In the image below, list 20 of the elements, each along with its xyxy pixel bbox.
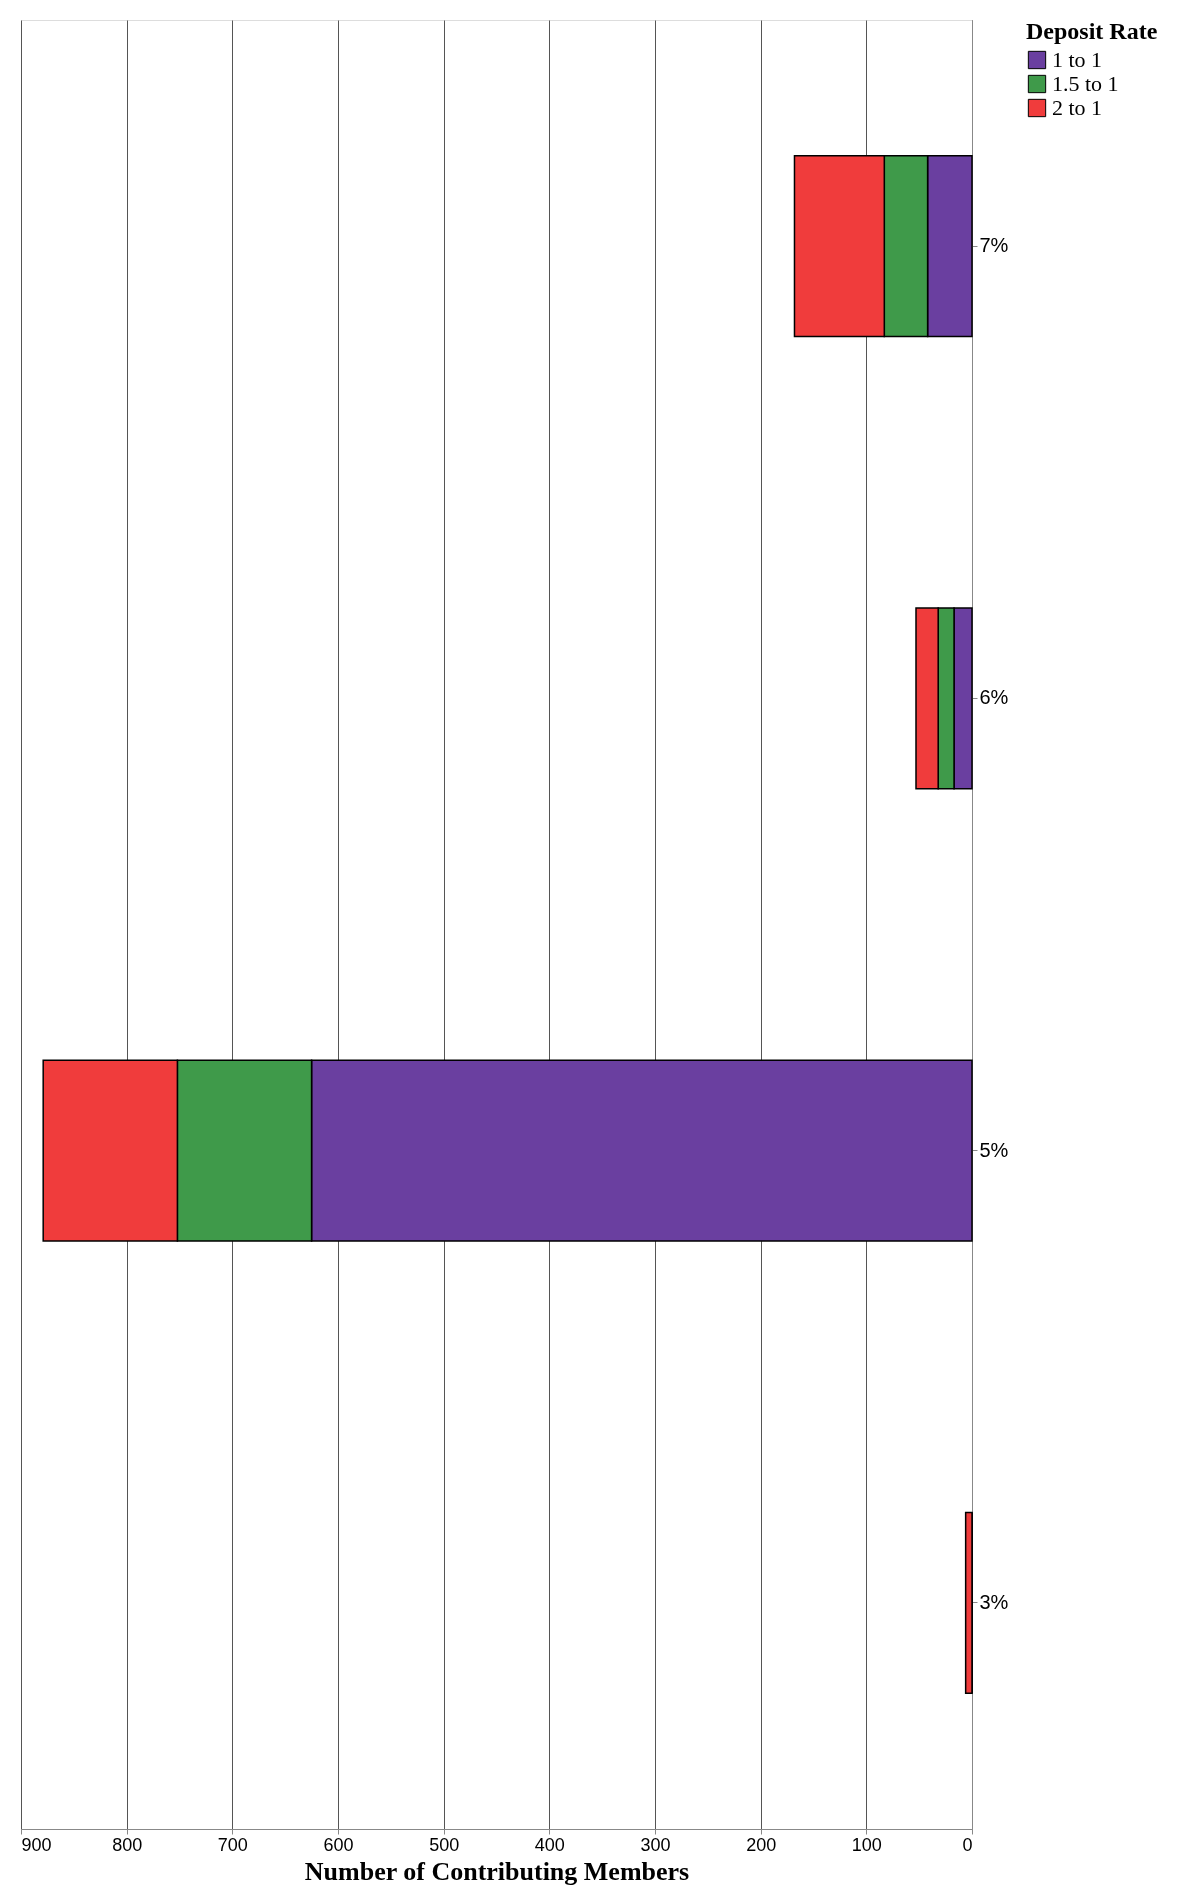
legend-title: Deposit Rate bbox=[1026, 18, 1158, 44]
x-tick-label: 700 bbox=[217, 1834, 248, 1855]
x-tick-label: 900 bbox=[21, 1834, 52, 1855]
y-tick-label: 7% bbox=[979, 234, 1009, 257]
x-tick-label: 200 bbox=[746, 1834, 777, 1855]
legend-label: 1 to 1 bbox=[1052, 47, 1103, 72]
x-tick-label: 400 bbox=[534, 1834, 565, 1855]
x-tick-label: 800 bbox=[112, 1834, 143, 1855]
y-tick-label: 5% bbox=[979, 1138, 1009, 1161]
x-tick-label: 300 bbox=[640, 1834, 671, 1855]
x-tick-label: 100 bbox=[851, 1834, 882, 1855]
legend-label: 2 to 1 bbox=[1052, 95, 1103, 120]
y-tick-label: 6% bbox=[979, 686, 1009, 709]
legend-label: 1.5 to 1 bbox=[1052, 71, 1119, 96]
x-tick-label: 0 bbox=[962, 1834, 973, 1855]
x-tick-label: 500 bbox=[429, 1834, 460, 1855]
x-tick-label: 600 bbox=[323, 1834, 354, 1855]
x-axis-title: Number of Contributing Members bbox=[304, 1856, 690, 1886]
y-tick-label: 3% bbox=[979, 1590, 1009, 1613]
bar bbox=[964, 1511, 973, 1695]
